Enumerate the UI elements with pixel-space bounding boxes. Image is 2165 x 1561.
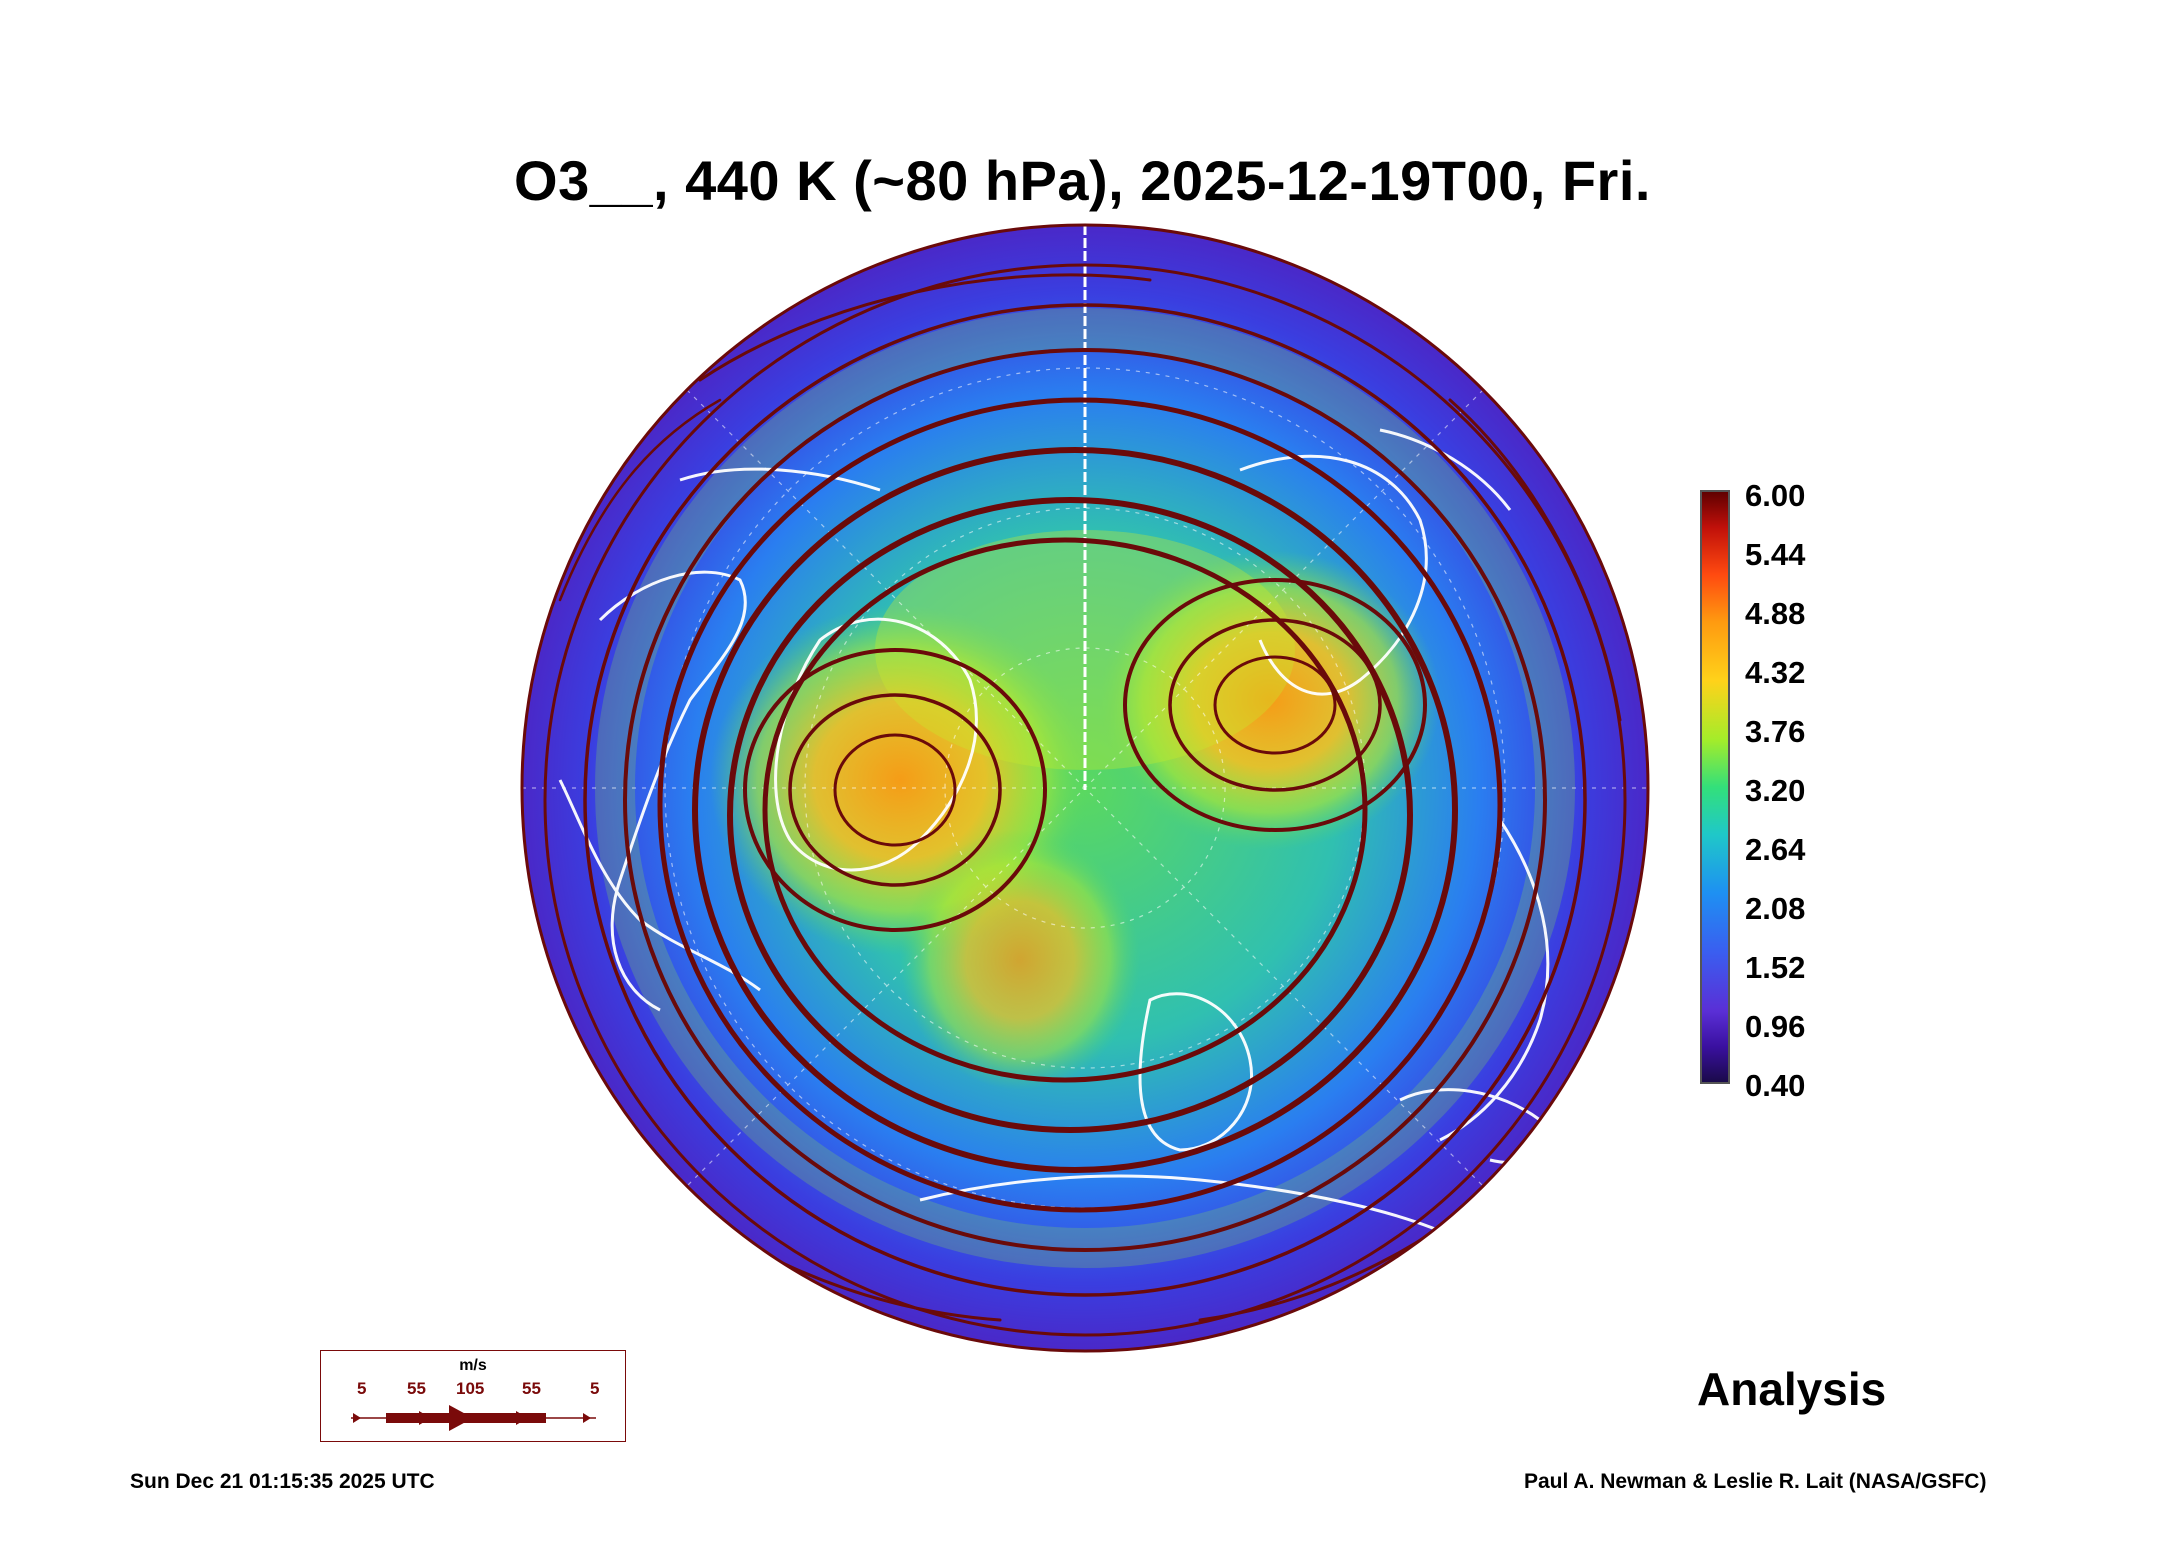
wind-legend-value: 5	[357, 1379, 367, 1398]
wind-legend-value: 105	[456, 1379, 485, 1398]
timestamp: Sun Dec 21 01:15:35 2025 UTC	[130, 1470, 435, 1493]
colorbar-label: 1.52	[1745, 950, 1806, 985]
wind-legend-arrow	[351, 1405, 596, 1431]
colorbar-label: 2.64	[1745, 832, 1806, 867]
colorbar-label: 4.88	[1745, 596, 1806, 631]
credit-line: Paul A. Newman & Leslie R. Lait (NASA/GS…	[1524, 1470, 1987, 1493]
globe-outline	[520, 223, 1650, 1353]
colorbar-label: 5.44	[1745, 537, 1806, 572]
wind-legend-value: 5	[590, 1379, 600, 1398]
wind-legend-value: 55	[522, 1379, 541, 1398]
analysis-label: Analysis	[1697, 1363, 1887, 1415]
colorbar-label: 2.08	[1745, 891, 1806, 926]
colorbar-label: 0.40	[1745, 1068, 1806, 1103]
colorbar-label: 0.96	[1745, 1009, 1806, 1044]
wind-legend-unit: m/s	[459, 1357, 487, 1374]
colorbar-label: 3.76	[1745, 714, 1806, 749]
ozone-field	[522, 225, 1648, 1351]
colorbar-labels: 6.00 5.44 4.88 4.32 3.76 3.20 2.64 2.08 …	[1745, 478, 1885, 1103]
map-title: O3__, 440 K (~80 hPa), 2025-12-19T00, Fr…	[514, 149, 1651, 212]
ozone-high-east	[1100, 550, 1440, 850]
colorbar-label: 6.00	[1745, 478, 1806, 513]
wind-speed-legend: m/s 5 55 105 55 5	[320, 1350, 626, 1442]
colorbar	[1700, 490, 1730, 1084]
colorbar-label: 3.20	[1745, 773, 1806, 808]
colorbar-label: 4.32	[1745, 655, 1806, 690]
wind-legend-value: 55	[407, 1379, 426, 1398]
